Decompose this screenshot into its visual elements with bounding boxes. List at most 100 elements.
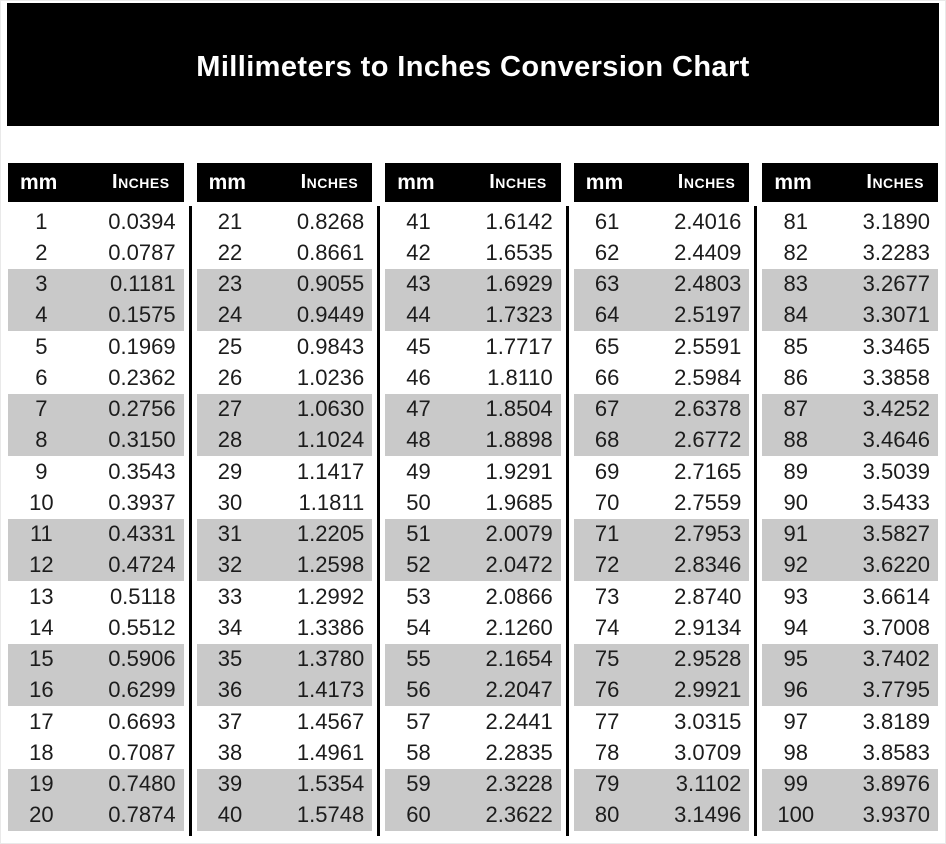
- mm-value: 49: [406, 458, 431, 484]
- inches-column-header: Inches: [489, 171, 547, 193]
- inches-value: 3.9370: [862, 802, 930, 828]
- inches-value: 2.4409: [674, 239, 742, 265]
- mm-value: 13: [29, 583, 54, 609]
- mm-value: 75: [594, 646, 620, 672]
- table-row: 34 1.3386: [197, 612, 373, 643]
- mm-value: 9: [35, 458, 48, 484]
- table-row: 52 2.0472: [385, 549, 561, 581]
- inches-value: 2.9528: [674, 646, 742, 672]
- inches-value: 2.3228: [485, 771, 553, 797]
- mm-value: 57: [406, 708, 431, 734]
- inches-value: 2.7559: [674, 489, 742, 515]
- mm-value: 85: [783, 333, 808, 359]
- inches-value: 0.3543: [108, 458, 176, 484]
- inches-value: 2.0472: [485, 552, 553, 578]
- table-row: 54 2.1260: [385, 612, 561, 643]
- inches-value: 3.6220: [862, 552, 930, 578]
- table-row: 86 3.3858: [762, 362, 938, 393]
- inches-value: 1.9291: [485, 458, 553, 484]
- inches-value: 3.8976: [862, 771, 930, 797]
- table-row: 27 1.0630: [196, 393, 373, 425]
- inches-value: 0.3150: [108, 427, 176, 453]
- table-row: 85 3.3465: [762, 331, 938, 362]
- table-row: 67 2.6378: [573, 393, 750, 425]
- inches-value: 0.8268: [296, 208, 365, 234]
- table-row: 60 2.3622: [385, 799, 561, 831]
- table-row: 63 2.4803: [573, 268, 750, 300]
- mm-value: 3: [35, 271, 48, 297]
- mm-value: 65: [594, 333, 620, 359]
- mm-value: 1: [35, 208, 48, 234]
- table-row: 64 2.5197: [573, 299, 750, 331]
- inches-value: 0.9449: [296, 302, 365, 328]
- inches-value: 3.4646: [862, 427, 930, 453]
- mm-value: 98: [783, 739, 808, 765]
- mm-value: 48: [406, 427, 431, 453]
- mm-value: 93: [783, 583, 808, 609]
- inches-value: 1.2598: [296, 552, 365, 578]
- table-row: 2 0.0787: [8, 237, 184, 268]
- table-body: 21 0.8268 22 0.8661 23 0.9055 24 0.9449 25 0.9843…: [196, 206, 373, 831]
- mm-value: 6: [35, 364, 48, 390]
- conversion-table-3: mm Inches 41 1.6142 42 1.6535 43 1.6929 44 1.7323…: [385, 163, 561, 831]
- mm-value: 40: [217, 802, 243, 828]
- inches-value: 1.6142: [485, 208, 553, 234]
- inches-value: 0.1969: [108, 333, 176, 359]
- inches-value: 3.3071: [862, 302, 930, 328]
- inches-value: 2.8740: [674, 583, 742, 609]
- inches-value: 1.3386: [296, 614, 365, 640]
- inches-value: 1.2992: [296, 583, 365, 609]
- mm-value: 79: [594, 771, 620, 797]
- table-header: mm Inches: [8, 163, 184, 202]
- mm-value: 95: [783, 646, 808, 672]
- inches-value: 2.4803: [674, 271, 742, 297]
- mm-column-header: mm: [774, 170, 812, 194]
- inches-column-header: Inches: [300, 171, 359, 193]
- table-divider: [377, 206, 381, 836]
- mm-value: 25: [217, 333, 243, 359]
- table-row: 15 0.5906: [8, 643, 184, 675]
- table-row: 29 1.1417: [197, 456, 373, 487]
- table-row: 30 1.1811: [197, 487, 373, 518]
- inches-value: 3.2283: [862, 239, 930, 265]
- table-row: 14 0.5512: [8, 612, 184, 643]
- table-row: 80 3.1496: [573, 799, 750, 831]
- inches-value: 1.7717: [485, 333, 553, 359]
- table-row: 93 3.6614: [762, 581, 938, 612]
- inches-value: 2.9921: [674, 677, 742, 703]
- table-row: 19 0.7480: [8, 768, 184, 800]
- table-row: 35 1.3780: [196, 643, 373, 675]
- table-row: 76 2.9921: [573, 674, 750, 706]
- mm-value: 2: [35, 239, 48, 265]
- mm-column-header: mm: [20, 170, 58, 194]
- table-row: 71 2.7953: [573, 518, 750, 550]
- inches-value: 0.6299: [108, 677, 176, 703]
- inches-value: 1.4961: [296, 739, 365, 765]
- table-row: 53 2.0866: [385, 581, 561, 612]
- mm-value: 62: [594, 239, 620, 265]
- mm-value: 20: [29, 802, 54, 828]
- mm-value: 29: [217, 458, 243, 484]
- mm-value: 92: [783, 552, 808, 578]
- table-body: 81 3.1890 82 3.2283 83 3.2677 84 3.3071 85 3.3465…: [762, 206, 938, 831]
- mm-value: 16: [29, 677, 54, 703]
- mm-value: 38: [217, 739, 243, 765]
- table-row: 46 1.8110: [385, 362, 561, 393]
- inches-value: 3.1890: [862, 208, 930, 234]
- mm-value: 50: [406, 489, 431, 515]
- table-row: 78 3.0709: [574, 737, 750, 768]
- title-banner: Millimeters to Inches Conversion Chart: [7, 3, 939, 126]
- mm-value: 27: [217, 396, 243, 422]
- inches-value: 3.1496: [674, 802, 742, 828]
- inches-value: 1.3780: [296, 646, 365, 672]
- inches-value: 1.1811: [298, 489, 365, 515]
- mm-value: 87: [783, 396, 808, 422]
- mm-value: 52: [406, 552, 431, 578]
- table-row: 72 2.8346: [573, 549, 750, 581]
- mm-value: 14: [29, 614, 54, 640]
- table-row: 44 1.7323: [385, 299, 561, 331]
- table-row: 41 1.6142: [385, 206, 561, 237]
- mm-value: 31: [217, 521, 243, 547]
- mm-value: 69: [594, 458, 620, 484]
- table-row: 74 2.9134: [574, 612, 750, 643]
